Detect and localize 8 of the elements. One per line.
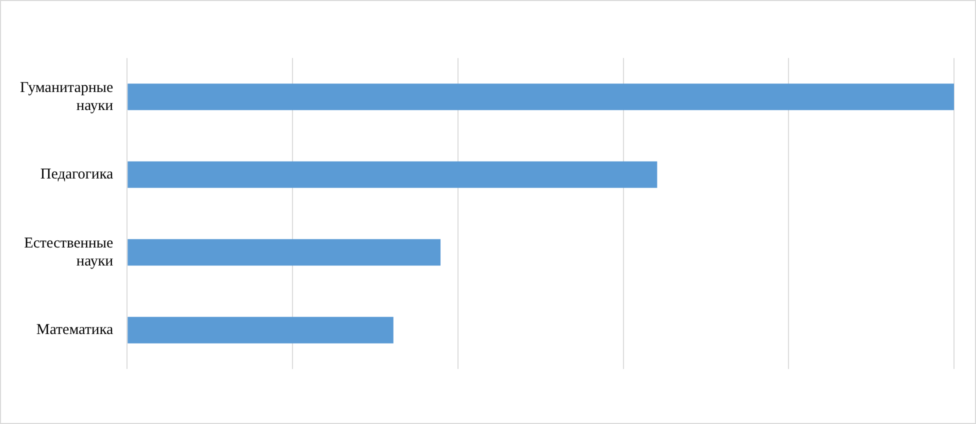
- bar: [128, 239, 441, 266]
- bar: [128, 316, 394, 344]
- y-tick-label: Математика: [36, 322, 114, 338]
- y-tick-label: Естественные науки: [24, 235, 114, 270]
- bar: [128, 161, 658, 188]
- y-tick-label: Гуманитарные науки: [20, 80, 114, 114]
- y-tick-label: Педагогика: [40, 166, 114, 183]
- bar: [128, 84, 954, 110]
